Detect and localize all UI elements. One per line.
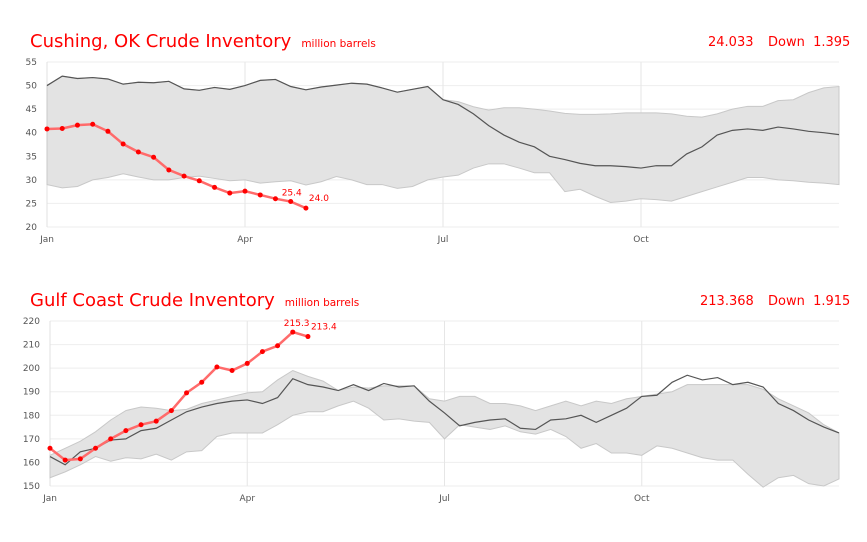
y-tick-label: 220 bbox=[23, 317, 40, 327]
latest-value: 213.368 bbox=[700, 294, 754, 309]
y-tick-label: 30 bbox=[26, 176, 38, 186]
y-tick-label: 150 bbox=[23, 482, 40, 492]
y-tick-label: 35 bbox=[26, 152, 37, 162]
data-point bbox=[288, 199, 294, 205]
data-point bbox=[151, 154, 157, 160]
x-tick-label: Oct bbox=[634, 494, 650, 504]
data-point bbox=[227, 190, 233, 196]
x-tick-label: Jan bbox=[42, 494, 57, 504]
data-point bbox=[44, 126, 50, 132]
unit-label: million barrels bbox=[301, 38, 376, 50]
title-text: Cushing, OK Crude Inventory bbox=[30, 31, 292, 52]
data-point bbox=[290, 329, 296, 335]
x-tick-label: Apr bbox=[239, 494, 255, 504]
x-tick-label: Jul bbox=[438, 494, 450, 504]
data-point bbox=[90, 121, 96, 127]
data-point bbox=[257, 192, 263, 198]
x-tick-label: Jan bbox=[39, 235, 54, 245]
current-year-line bbox=[46, 122, 307, 210]
y-tick-label: 170 bbox=[23, 435, 40, 445]
cushing-panel: Cushing, OK Crude Inventory million barre… bbox=[0, 0, 867, 270]
data-point bbox=[59, 125, 65, 131]
data-point bbox=[108, 436, 114, 442]
x-tick-label: Oct bbox=[633, 235, 649, 245]
y-tick-label: 210 bbox=[23, 341, 40, 351]
title-text: Gulf Coast Crude Inventory bbox=[30, 290, 275, 311]
data-point bbox=[275, 343, 281, 349]
data-point bbox=[47, 445, 53, 451]
data-point bbox=[242, 188, 248, 194]
y-tick-label: 55 bbox=[26, 58, 37, 68]
data-point bbox=[196, 178, 202, 184]
average-line bbox=[49, 374, 840, 466]
y-tick-label: 180 bbox=[23, 411, 40, 421]
data-point bbox=[259, 349, 265, 355]
data-point bbox=[168, 408, 174, 414]
data-point bbox=[199, 379, 205, 385]
gulf-coast-panel: Gulf Coast Crude Inventory million barrel… bbox=[0, 270, 867, 542]
data-point bbox=[135, 149, 141, 155]
chart-title: Cushing, OK Crude Inventory million barre… bbox=[30, 31, 376, 52]
data-point bbox=[93, 445, 99, 451]
y-tick-label: 25 bbox=[26, 199, 37, 209]
current-year-line bbox=[49, 330, 309, 462]
data-point bbox=[105, 128, 111, 134]
data-point bbox=[166, 167, 172, 173]
data-point bbox=[181, 173, 187, 179]
data-point bbox=[214, 364, 220, 370]
data-point bbox=[229, 368, 235, 373]
data-label: 213.4 bbox=[311, 323, 337, 333]
data-point bbox=[74, 122, 80, 128]
change-value: Down 1.395 bbox=[768, 35, 851, 50]
data-point bbox=[153, 418, 159, 424]
data-label: 25.4 bbox=[282, 189, 302, 199]
gulf-coast-chart: 150 160 170 180 190 200 210 220 Jan Apr Jul Oct 215.… bbox=[23, 317, 840, 504]
y-tick-label: 190 bbox=[23, 388, 40, 398]
change-value: Down 1.915 bbox=[768, 294, 851, 309]
data-point bbox=[77, 456, 83, 462]
cushing-chart: 20 25 30 35 40 45 50 55 Jan Apr Jul Oct 25.4 24.0 bbox=[26, 58, 840, 245]
average-line bbox=[46, 75, 840, 169]
data-point bbox=[62, 457, 68, 463]
data-point bbox=[184, 390, 190, 396]
data-point bbox=[212, 184, 218, 190]
data-label: 24.0 bbox=[309, 194, 329, 204]
y-tick-label: 50 bbox=[26, 82, 38, 92]
data-point bbox=[244, 360, 250, 366]
y-tick-label: 200 bbox=[23, 364, 40, 374]
x-tick-label: Jul bbox=[437, 235, 449, 245]
latest-value: 24.033 bbox=[708, 35, 754, 50]
data-point bbox=[303, 205, 309, 211]
chart-title: Gulf Coast Crude Inventory million barrel… bbox=[30, 290, 359, 311]
data-label: 215.3 bbox=[284, 319, 310, 329]
y-tick-label: 160 bbox=[23, 458, 40, 468]
x-tick-label: Apr bbox=[237, 235, 253, 245]
unit-label: million barrels bbox=[284, 297, 360, 309]
data-point bbox=[123, 428, 129, 434]
data-point bbox=[138, 422, 144, 428]
y-tick-label: 40 bbox=[26, 129, 38, 139]
y-tick-label: 20 bbox=[26, 223, 38, 233]
y-tick-label: 45 bbox=[26, 105, 37, 115]
data-point bbox=[272, 196, 278, 202]
data-point bbox=[305, 334, 311, 340]
data-point bbox=[120, 141, 126, 147]
